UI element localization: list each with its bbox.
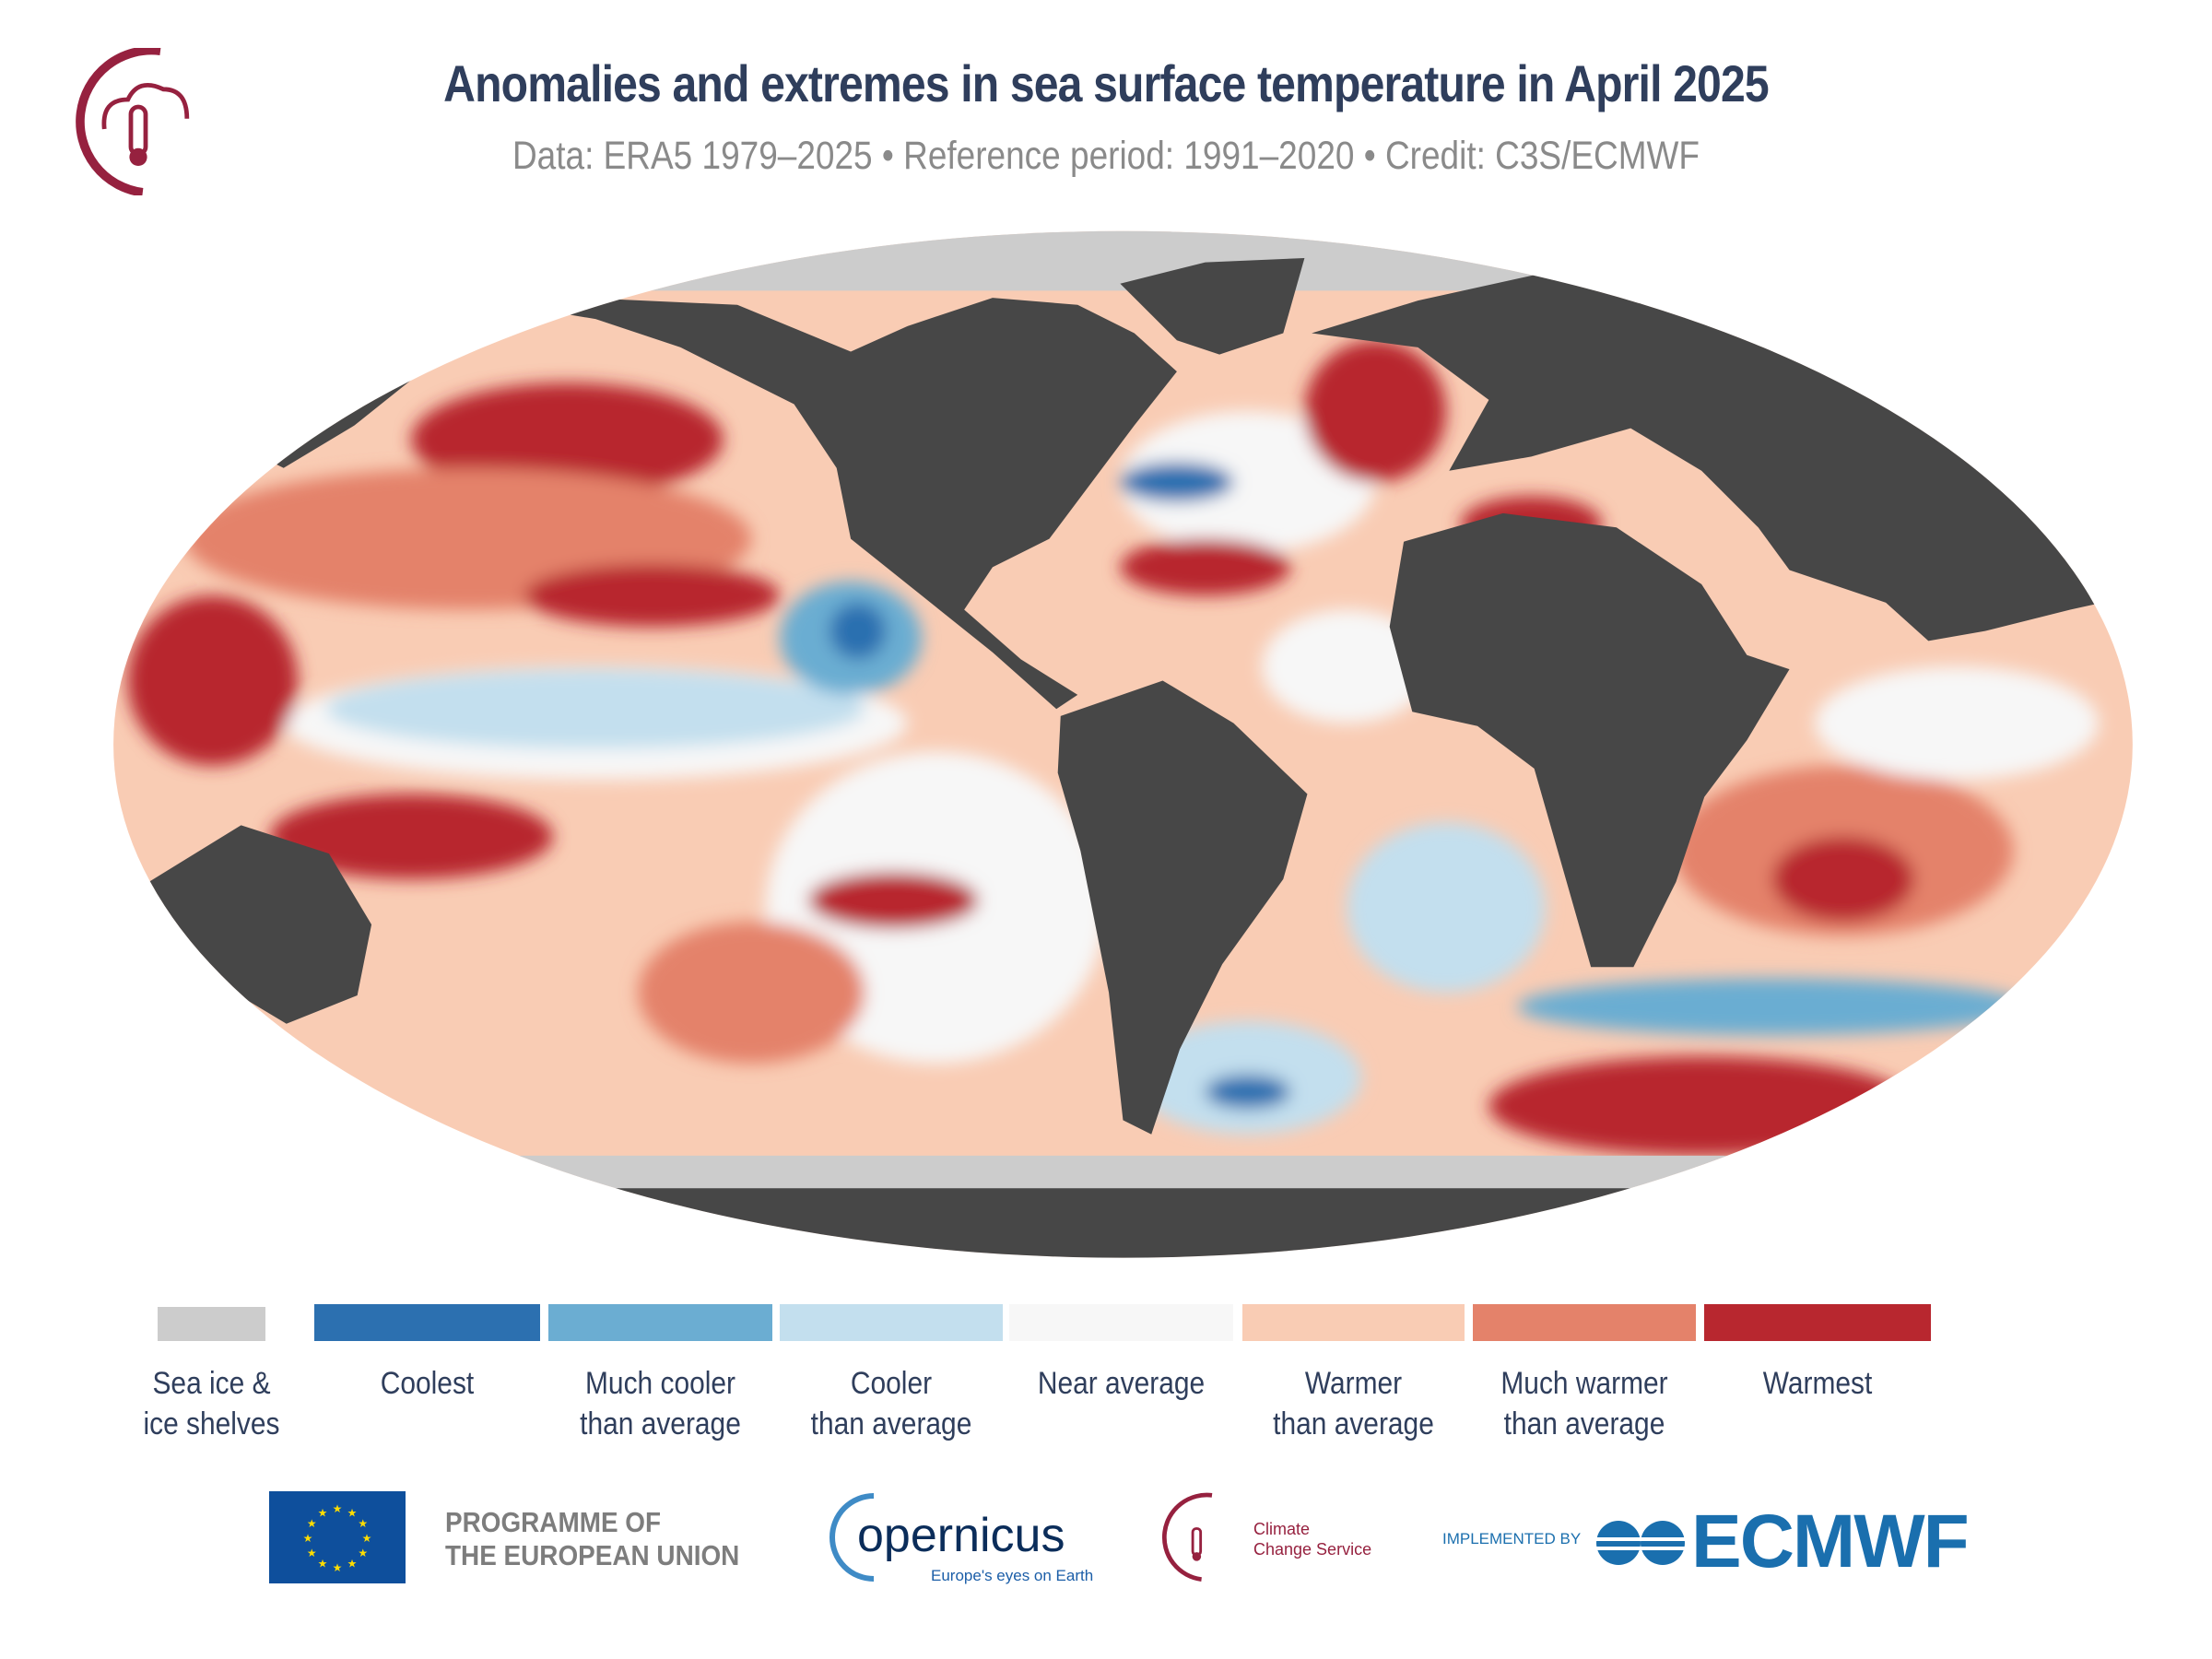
ccs-line2: Change Service (1253, 1540, 1372, 1559)
anomaly-warmest (1304, 340, 1447, 483)
anomaly-cooler (1347, 822, 1546, 993)
legend-label: Coolest (380, 1366, 475, 1401)
land-greenland (1120, 258, 1305, 355)
legend-label: Much warmer (1500, 1366, 1668, 1401)
eu-star-icon: ★ (362, 1532, 372, 1545)
anomaly-cooler (1517, 978, 2028, 1036)
land-africa (1389, 512, 1790, 968)
eu-star-icon: ★ (303, 1532, 313, 1545)
eu-star-icon: ★ (307, 1517, 317, 1530)
eu-star-icon: ★ (347, 1558, 358, 1571)
implemented-by-text: IMPLEMENTED BY (1442, 1530, 1582, 1547)
eu-programme-text: PROGRAMME OF THE EUROPEAN UNION (445, 1506, 739, 1598)
land-south-america (1057, 680, 1308, 1135)
legend-swatch (1009, 1304, 1233, 1341)
legend-label: Warmest (1762, 1366, 1873, 1401)
legend-item: Much cooler than average (548, 1304, 772, 1444)
eu-flag-logo: ★ ★ ★ ★ ★ ★ ★ ★ ★ ★ ★ ★ (269, 1491, 406, 1583)
anomaly-warmest (1772, 836, 1914, 922)
legend-swatch (1704, 1304, 1931, 1341)
legend-label: Cooler (850, 1366, 933, 1401)
legend-label: Sea ice & (152, 1366, 271, 1401)
anomaly-near-average (1262, 609, 1432, 724)
sst-anomaly-map (113, 230, 2133, 1258)
eu-star-icon: ★ (307, 1547, 317, 1559)
land-north-america (425, 290, 1177, 710)
legend-label: Warmer (1304, 1366, 1403, 1401)
anomaly-warmest (269, 794, 553, 879)
legend-label: than average (810, 1406, 972, 1441)
anomaly-coolest (830, 602, 887, 660)
eu-star-icon: ★ (333, 1561, 343, 1574)
legend-item: Cooler than average (780, 1304, 1003, 1444)
ccs-text: Climate Change Service (1253, 1519, 1371, 1611)
legend-item: Sea ice & ice shelves (102, 1304, 321, 1444)
antarctic-ice-shelf (113, 1155, 2133, 1192)
legend-label: Near average (1037, 1366, 1206, 1401)
anomaly-warmest (127, 595, 299, 766)
anomaly-near-average (1120, 411, 1376, 553)
anomaly-warmest (1120, 538, 1290, 596)
eu-stars-icon: ★ ★★★★★★★★★★★ (303, 1502, 372, 1574)
eu-line2: THE EUROPEAN UNION (445, 1539, 740, 1571)
ecmwf-emblem-icon (1596, 1521, 1685, 1565)
legend-label: Much cooler (585, 1366, 735, 1401)
ccs-line1: Climate (1253, 1520, 1311, 1538)
legend-item: Coolest (314, 1304, 540, 1404)
legend-item: Warmest (1704, 1304, 1931, 1404)
page-title: Anomalies and extremes in sea surface te… (443, 54, 1769, 112)
legend-swatch (1473, 1304, 1696, 1341)
anomaly-coolest (1120, 462, 1234, 502)
legend-swatch (780, 1304, 1003, 1341)
legend-label: ice shelves (143, 1406, 280, 1441)
copernicus-c-icon (830, 1493, 875, 1582)
legend-swatch (1242, 1304, 1465, 1341)
anomaly-warmest (807, 872, 979, 929)
anomaly-warmest (411, 382, 724, 497)
legend-swatch (314, 1304, 540, 1341)
legend-swatch (548, 1304, 772, 1341)
anomaly-coolest (1205, 1075, 1290, 1110)
anomaly-warmest (524, 564, 781, 627)
arctic-sea-ice (113, 230, 2133, 291)
legend-item: Near average (1009, 1304, 1233, 1404)
page-subtitle: Data: ERA5 1979–2025 • Reference period:… (512, 134, 1700, 178)
eu-line1: PROGRAMME OF (445, 1506, 662, 1538)
eu-star-icon: ★ (358, 1517, 368, 1530)
legend-item: Warmer than average (1242, 1304, 1465, 1444)
eu-star-icon: ★ (358, 1547, 368, 1559)
copernicus-logo-text: opernicus (857, 1509, 1065, 1562)
legend-item: Much warmer than average (1473, 1304, 1696, 1444)
anomaly-much-warmer (638, 922, 865, 1064)
legend-label: than average (580, 1406, 741, 1441)
ccs-logo-icon (1161, 1492, 1213, 1582)
eu-star-icon: ★ (347, 1506, 358, 1519)
c3s-logo (76, 48, 190, 195)
ecmwf-logo-text: ECMWF (1691, 1500, 1970, 1583)
legend-label: than average (1273, 1406, 1434, 1441)
legend-label: than average (1503, 1406, 1665, 1441)
eu-star-icon: ★ (318, 1506, 328, 1519)
legend-swatch (158, 1307, 265, 1341)
eu-star-icon: ★ (318, 1558, 328, 1571)
anomaly-near-average (1815, 666, 2099, 781)
anomaly-cooler (325, 669, 865, 749)
anomaly-warmest (1488, 1056, 1914, 1156)
copernicus-tagline: Europe's eyes on Earth (931, 1567, 1094, 1584)
eu-star-icon: ★ (333, 1502, 343, 1515)
